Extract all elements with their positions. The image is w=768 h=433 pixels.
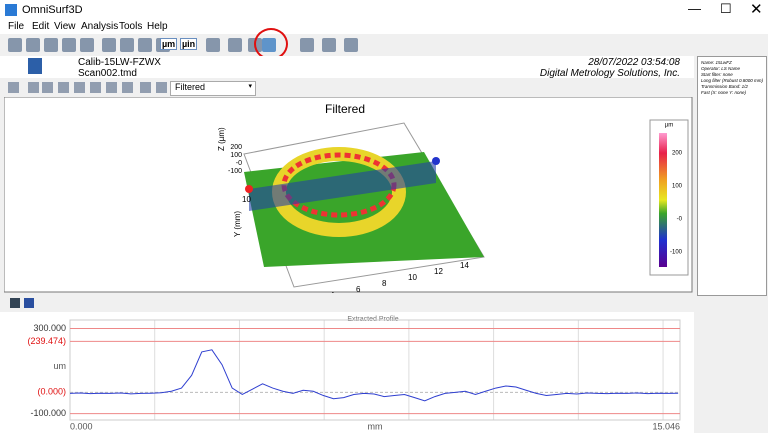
title-bar: OmniSurf3D — ☐ ✕ bbox=[0, 0, 768, 20]
profile-toolbar bbox=[0, 294, 694, 312]
info-line: Fast (X: none Y: none) bbox=[701, 90, 747, 95]
info-line: Name: 15LwFZ bbox=[701, 60, 732, 65]
menu-item[interactable]: Edit bbox=[32, 21, 50, 32]
x-tick: 8 bbox=[382, 279, 387, 288]
view-button[interactable] bbox=[156, 82, 167, 93]
profile-background bbox=[0, 312, 694, 433]
date: 28/07/2022 03:54:08 bbox=[588, 57, 680, 68]
close[interactable]: ✕ bbox=[750, 1, 763, 18]
colorbar-unit: µm bbox=[665, 123, 673, 129]
colorbar-tick: -100 bbox=[670, 250, 683, 256]
tool-button[interactable] bbox=[300, 38, 314, 52]
profile-chart: Extracted Profile 300.000 (239.474) (0.000… bbox=[0, 312, 694, 433]
menu-item[interactable]: Tools bbox=[119, 21, 143, 32]
tool-button[interactable] bbox=[120, 38, 134, 52]
tool-button[interactable] bbox=[26, 38, 40, 52]
menu-item[interactable]: File bbox=[8, 21, 25, 32]
x-tick: 14 bbox=[460, 261, 469, 270]
z-axis-label: Z (µm) bbox=[217, 127, 226, 151]
info-panel: Name: 15LwFZ Operator: LS Name Start filte… bbox=[697, 56, 767, 296]
y-tick-label: (0.000) bbox=[37, 387, 66, 397]
tool-button[interactable] bbox=[44, 38, 58, 52]
tool-button[interactable] bbox=[102, 38, 116, 52]
z-tick: 100 bbox=[230, 152, 242, 159]
info-line: Start filter: none bbox=[701, 72, 733, 77]
dropdown-arrow: ▾ bbox=[248, 83, 252, 90]
tool-button[interactable] bbox=[322, 38, 336, 52]
colorbar-tick: 200 bbox=[672, 151, 683, 157]
surface-view: Filtered Z (µm) Y (mm) 10 µm 200100-0-10… bbox=[4, 97, 693, 293]
y-axis-label: um bbox=[53, 361, 66, 371]
tool-button[interactable] bbox=[206, 38, 220, 52]
view-title: Filtered bbox=[325, 102, 365, 116]
view-button[interactable] bbox=[140, 82, 151, 93]
y-axis-label: Y (mm) bbox=[233, 211, 242, 237]
logo bbox=[28, 58, 42, 74]
header: Calib-15LW-FZWX Scan002.tmd 28/07/2022 0… bbox=[0, 56, 694, 79]
tool-button[interactable] bbox=[138, 38, 152, 52]
save-button[interactable] bbox=[24, 298, 34, 308]
x-tick: 10 bbox=[408, 273, 417, 282]
view-button[interactable] bbox=[58, 82, 69, 93]
view-button[interactable] bbox=[8, 82, 19, 93]
colorbar-tick: 100 bbox=[672, 184, 683, 190]
minimize[interactable]: — bbox=[688, 1, 701, 16]
view-button[interactable] bbox=[122, 82, 133, 93]
x-tick: 6 bbox=[356, 285, 361, 293]
menu-item[interactable]: Help bbox=[147, 21, 168, 32]
tool-button[interactable] bbox=[80, 38, 94, 52]
x-tick: 12 bbox=[434, 267, 443, 276]
unit-button[interactable]: µin bbox=[180, 38, 198, 50]
view-toolbar: Filtered ▾ bbox=[0, 80, 694, 96]
colorbar bbox=[659, 133, 667, 267]
view-button[interactable] bbox=[28, 82, 39, 93]
y-tick-label: 300.000 bbox=[33, 323, 66, 333]
cut-plane bbox=[249, 161, 436, 211]
tool-button[interactable] bbox=[344, 38, 358, 52]
menu-bar: File Edit View Analysis Tools Help bbox=[0, 20, 768, 34]
menu-item[interactable]: View bbox=[54, 21, 76, 32]
scan-name: Scan002.tmd bbox=[78, 68, 137, 79]
view-dropdown[interactable]: Filtered ▾ bbox=[170, 81, 256, 96]
z-tick: -100 bbox=[228, 168, 242, 175]
y-tick-label: (239.474) bbox=[27, 336, 66, 346]
info-line: Operator: LS Name bbox=[701, 66, 741, 71]
menu-item[interactable]: Analysis bbox=[81, 21, 119, 32]
cut-end[interactable] bbox=[432, 157, 440, 165]
profile-title: Extracted Profile bbox=[347, 316, 398, 323]
view-button[interactable] bbox=[106, 82, 117, 93]
x-axis-label: mm bbox=[368, 421, 383, 431]
view-button[interactable] bbox=[42, 82, 53, 93]
unit-button[interactable]: µm bbox=[160, 38, 178, 50]
info-line: Long filter (Robust 0.8000 mm) bbox=[701, 78, 764, 83]
app-icon bbox=[5, 4, 17, 16]
z-tick: -0 bbox=[236, 160, 242, 167]
pin-button[interactable] bbox=[10, 298, 20, 308]
toolbar: µm µin bbox=[0, 28, 768, 60]
profile-line bbox=[69, 349, 679, 402]
view-button[interactable] bbox=[90, 82, 101, 93]
x-tick-label: 15.046 bbox=[652, 421, 680, 431]
info-line: Transmission Band: 1/2 bbox=[701, 84, 748, 89]
file-name: Calib-15LW-FZWX bbox=[78, 57, 161, 68]
cut-start[interactable] bbox=[245, 185, 253, 193]
view-button[interactable] bbox=[74, 82, 85, 93]
y-tick-label: -100.000 bbox=[30, 408, 66, 418]
company: Digital Metrology Solutions, Inc. bbox=[539, 68, 680, 79]
colorbar-frame bbox=[649, 119, 689, 276]
colorbar-tick: -0 bbox=[677, 217, 683, 223]
tool-button[interactable] bbox=[8, 38, 22, 52]
x-tick: 4 bbox=[330, 291, 335, 293]
tool-button[interactable] bbox=[62, 38, 76, 52]
tool-button[interactable] bbox=[228, 38, 242, 52]
plot-frame bbox=[69, 319, 681, 421]
z-tick: 200 bbox=[230, 144, 242, 151]
maximize[interactable]: ☐ bbox=[720, 1, 732, 16]
y-tick: 10 bbox=[242, 195, 251, 204]
dropdown-value: Filtered bbox=[175, 82, 206, 92]
x-tick-label: 0.000 bbox=[70, 421, 93, 431]
window-title: OmniSurf3D bbox=[22, 4, 83, 16]
